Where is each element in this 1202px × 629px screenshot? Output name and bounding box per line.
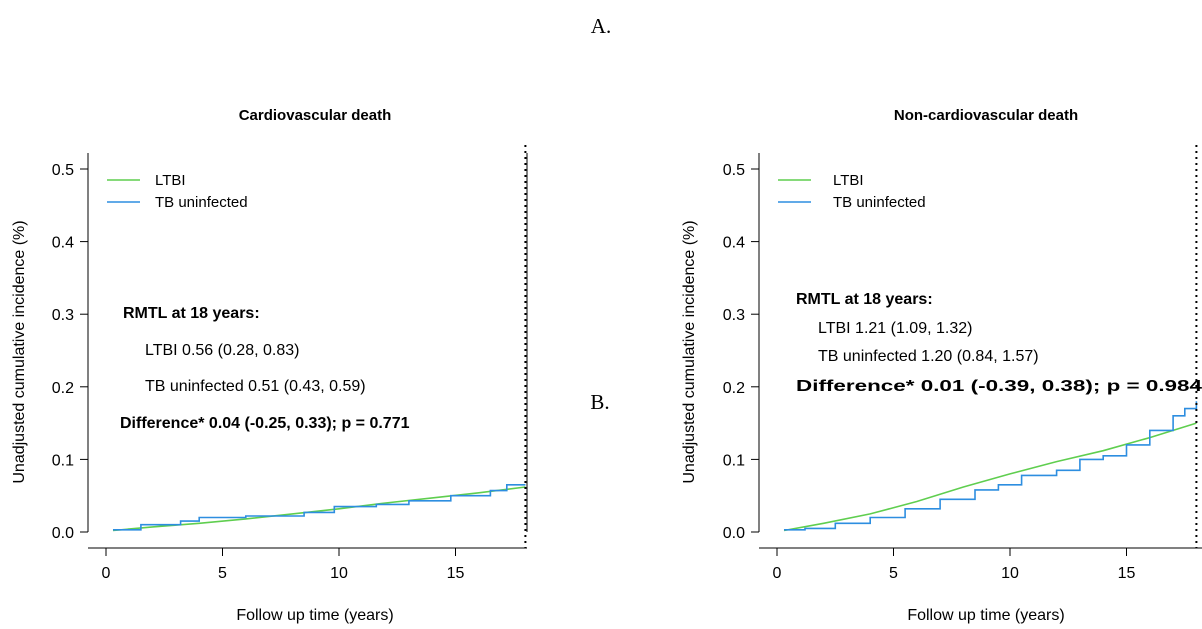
chart-cardiovascular-death: Cardiovascular death Unadjusted cumulati… (11, 107, 528, 624)
y-axis-label: Unadjusted cumulative incidence (%) (681, 220, 698, 483)
y-tick-label: 0.5 (723, 162, 745, 179)
legend-entry-ltbi: LTBI (155, 172, 186, 189)
x-axis-label: Follow up time (years) (236, 607, 393, 624)
x-tick-label: 5 (889, 565, 898, 582)
legend: LTBI TB uninfected (107, 172, 248, 211)
rmtl-tb-uninfected: TB uninfected 1.20 (0.84, 1.57) (818, 348, 1039, 365)
y-tick-label: 0.5 (52, 162, 74, 179)
legend-entry-tb-uninfected: TB uninfected (833, 194, 926, 211)
y-tick-label: 0.1 (52, 452, 74, 469)
legend-entry-tb-uninfected: TB uninfected (155, 194, 248, 211)
y-tick-label: 0.2 (723, 380, 745, 397)
x-tick-label: 15 (447, 565, 465, 582)
chart-title: Non-cardiovascular death (894, 107, 1078, 124)
x-tick-label: 15 (1118, 565, 1136, 582)
y-tick-label: 0.1 (723, 452, 745, 469)
legend: LTBI TB uninfected (778, 172, 926, 211)
rmtl-difference: Difference* 0.01 (-0.39, 0.38); p = 0.98… (796, 378, 1202, 395)
chart-non-cardiovascular-death: Non-cardiovascular death Unadjusted cumu… (681, 107, 1202, 624)
series-line-ltbi (783, 422, 1197, 532)
x-axis: 0 5 10 15 (102, 548, 465, 582)
y-tick-label: 0.3 (52, 307, 74, 324)
rmtl-heading: RMTL at 18 years: (123, 305, 260, 322)
x-axis-label: Follow up time (years) (907, 607, 1064, 624)
y-tick-label: 0.2 (52, 380, 74, 397)
x-tick-label: 10 (330, 565, 348, 582)
y-tick-label: 0.4 (52, 235, 74, 252)
rmtl-annotation: RMTL at 18 years: LTBI 0.56 (0.28, 0.83)… (120, 305, 410, 432)
rmtl-ltbi: LTBI 1.21 (1.09, 1.32) (818, 320, 972, 337)
y-axis-label: Unadjusted cumulative incidence (%) (11, 220, 28, 483)
y-tick-label: 0.0 (52, 525, 74, 542)
rmtl-heading: RMTL at 18 years: (796, 291, 933, 308)
x-tick-label: 0 (102, 565, 111, 582)
rmtl-annotation: RMTL at 18 years: LTBI 1.21 (1.09, 1.32)… (796, 291, 1202, 395)
y-tick-label: 0.4 (723, 235, 745, 252)
x-tick-label: 0 (773, 565, 782, 582)
x-axis: 0 5 10 15 (773, 548, 1136, 582)
x-tick-label: 5 (218, 565, 227, 582)
y-axis: 0.0 0.1 0.2 0.3 0.4 0.5 (52, 162, 88, 542)
panel-label-b: B. (590, 390, 609, 414)
rmtl-tb-uninfected: TB uninfected 0.51 (0.43, 0.59) (145, 378, 366, 395)
y-axis: 0.0 0.1 0.2 0.3 0.4 0.5 (723, 162, 759, 542)
x-tick-label: 10 (1001, 565, 1019, 582)
chart-title: Cardiovascular death (239, 107, 392, 124)
series-line-tb-uninfected (113, 484, 526, 531)
panel-label-a: A. (591, 14, 611, 38)
series-line-tb-uninfected (784, 401, 1198, 531)
rmtl-difference: Difference* 0.04 (-0.25, 0.33); p = 0.77… (120, 415, 410, 432)
y-tick-label: 0.3 (723, 307, 745, 324)
rmtl-ltbi: LTBI 0.56 (0.28, 0.83) (145, 342, 299, 359)
y-tick-label: 0.0 (723, 525, 745, 542)
legend-entry-ltbi: LTBI (833, 172, 864, 189)
